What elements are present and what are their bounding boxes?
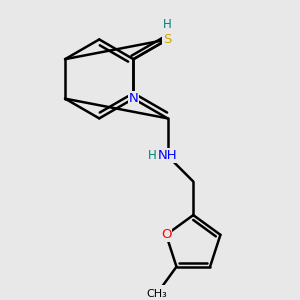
Text: O: O bbox=[161, 228, 171, 241]
Text: H: H bbox=[163, 18, 172, 31]
Text: N: N bbox=[163, 33, 172, 46]
Text: N: N bbox=[129, 92, 138, 105]
Text: S: S bbox=[164, 33, 172, 46]
Text: CH₃: CH₃ bbox=[146, 289, 167, 299]
Text: H: H bbox=[148, 149, 157, 162]
Text: NH: NH bbox=[158, 149, 177, 162]
